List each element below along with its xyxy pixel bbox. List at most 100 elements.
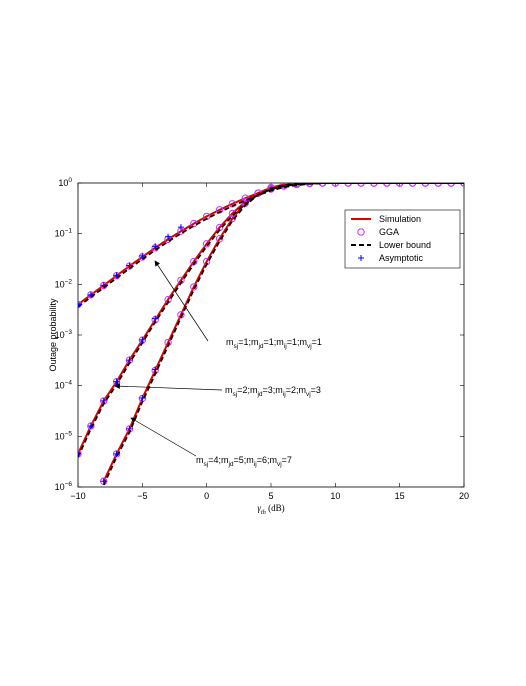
- asymptotic-marker: [113, 272, 120, 279]
- tick-base: 10: [55, 381, 65, 391]
- x-label-part: (dB): [266, 503, 285, 513]
- annotation-label: msj=2;mjd=3;mij=2;mvj=3: [225, 385, 321, 398]
- simulation-line: [102, 183, 464, 482]
- y-axis-label: Outage probability: [48, 298, 58, 372]
- asymptotic-marker: [139, 336, 146, 343]
- asymptotic-marker: [100, 282, 107, 289]
- asymptotic-marker: [78, 301, 81, 308]
- y-tick-label: 10−1: [55, 228, 73, 239]
- tick-base: 10: [55, 482, 65, 492]
- annotation-part: =1;m: [238, 337, 258, 347]
- y-tick-label: 10−3: [55, 329, 73, 340]
- annotation-part: sj: [234, 343, 239, 350]
- gga-marker: [87, 422, 95, 430]
- lower-bound-line: [78, 183, 464, 308]
- annotation-part: =2;m: [286, 385, 306, 395]
- annotation-part: =2;m: [237, 385, 257, 395]
- asymptotic-marker: [177, 224, 184, 231]
- asymptotic-marker: [126, 357, 133, 364]
- annotation-part: =1: [312, 337, 322, 347]
- tick-exponent: −2: [65, 278, 73, 285]
- annotation-part: jd: [227, 461, 233, 468]
- annotation-part: vj: [277, 461, 282, 468]
- annotation-part: =5;m: [234, 455, 254, 465]
- y-tick-label: 10−4: [55, 380, 73, 391]
- asymptotic-marker: [152, 243, 159, 250]
- x-tick-label: 10: [330, 491, 340, 501]
- gga-marker: [112, 450, 121, 458]
- y-tick-label: 10−2: [55, 278, 73, 289]
- asymptotic-marker: [87, 422, 94, 429]
- tick-base: 10: [58, 178, 68, 188]
- annotation-part: =3: [311, 385, 321, 395]
- y-tick-label: 10−6: [55, 481, 73, 492]
- annotation-part: m: [226, 337, 234, 347]
- tick-exponent: −1: [65, 228, 73, 235]
- asymptotic-marker: [165, 233, 172, 240]
- tick-exponent: −4: [65, 380, 73, 387]
- annotation-part: =1;m: [287, 337, 307, 347]
- annotation-part: =6;m: [257, 455, 277, 465]
- asymptotic-marker: [126, 262, 133, 269]
- tick-base: 10: [55, 330, 65, 340]
- x-tick-label: −10: [70, 491, 85, 501]
- y-tick-label: 10−5: [55, 430, 73, 441]
- x-tick-label: −5: [137, 491, 147, 501]
- annotation-arrow: [114, 383, 223, 391]
- x-tick-label: 5: [268, 491, 273, 501]
- asymptotic-marker: [78, 450, 81, 457]
- annotation-part: m: [196, 455, 204, 465]
- y-tick-label: 100: [58, 177, 72, 188]
- x-tick-label: 15: [395, 491, 405, 501]
- annotation-part: sj: [204, 461, 209, 468]
- annotation-arrow: [154, 260, 209, 342]
- asymptotic-marker: [139, 252, 146, 259]
- legend-label: Simulation: [379, 214, 421, 224]
- asymptotic-marker: [113, 450, 120, 457]
- x-tick-label: 0: [204, 491, 209, 501]
- tick-exponent: −6: [65, 481, 73, 488]
- gga-marker: [177, 311, 185, 319]
- annotation-part: sj: [233, 391, 238, 398]
- annotation-part: jd: [257, 343, 263, 350]
- annotation-part: ij: [283, 391, 286, 398]
- tick-exponent: 0: [68, 177, 72, 184]
- x-label-part: th: [261, 509, 266, 516]
- x-axis-label: γth (dB): [257, 503, 284, 516]
- asymptotic-marker: [152, 366, 159, 373]
- gga-marker: [78, 450, 82, 458]
- annotation-part: jd: [256, 391, 262, 398]
- asymptotic-marker: [152, 315, 159, 322]
- legend-label: Asymptotic: [379, 253, 424, 263]
- asymptotic-marker: [87, 291, 94, 298]
- legend-swatch: [358, 255, 364, 261]
- annotation-part: =4;m: [208, 455, 228, 465]
- gga-marker: [190, 283, 198, 291]
- legend-label: GGA: [379, 227, 399, 237]
- annotation-part: =1;m: [264, 337, 284, 347]
- legend-label: Lower bound: [379, 240, 431, 250]
- annotation-label: msj=1;mjd=1;mij=1;mvj=1: [226, 337, 322, 350]
- annotation-part: ij: [254, 461, 257, 468]
- gga-marker: [241, 194, 249, 202]
- asymptotic-marker: [100, 397, 107, 404]
- annotation-part: vj: [307, 343, 312, 350]
- annotation-part: =7: [282, 455, 292, 465]
- tick-base: 10: [55, 229, 65, 239]
- gga-marker: [215, 235, 224, 243]
- annotation-part: vj: [306, 391, 311, 398]
- tick-exponent: −3: [65, 329, 73, 336]
- asymptotic-marker: [100, 478, 107, 485]
- annotation-part: =3;m: [263, 385, 283, 395]
- legend-swatch: [357, 228, 365, 236]
- annotation-label: msj=4;mjd=5;mij=6;mvj=7: [196, 455, 292, 468]
- tick-base: 10: [55, 431, 65, 441]
- annotation-part: ij: [284, 343, 287, 350]
- annotation-part: m: [225, 385, 233, 395]
- plot-layer: [78, 183, 464, 486]
- annotation-arrow: [130, 417, 197, 457]
- x-tick-label: 20: [459, 491, 469, 501]
- tick-base: 10: [55, 279, 65, 289]
- asymptotic-marker: [126, 425, 133, 432]
